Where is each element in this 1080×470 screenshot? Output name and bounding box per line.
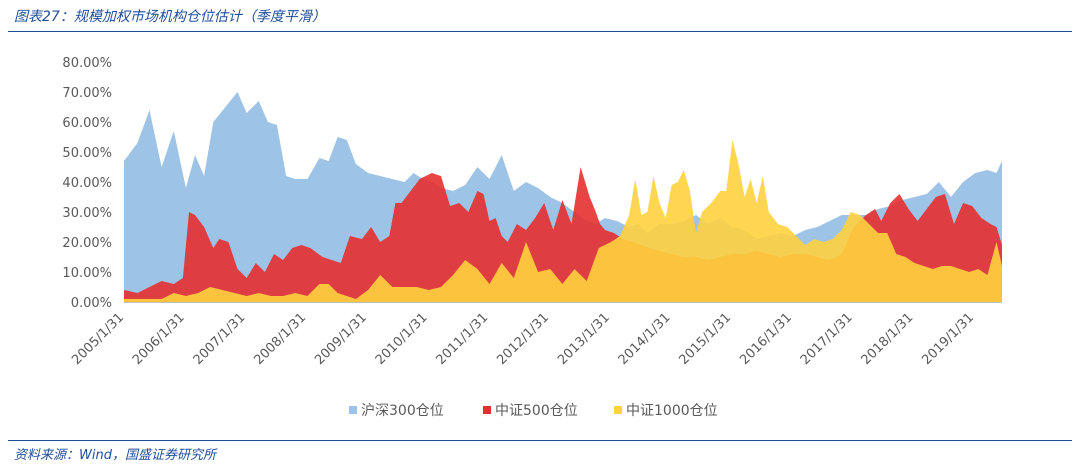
legend-label: 沪深300仓位 — [361, 403, 444, 419]
x-tick-label: 2011/1/31 — [434, 310, 492, 368]
x-tick-label: 2012/1/31 — [494, 310, 552, 368]
y-tick-label: 40.00% — [62, 176, 112, 191]
legend: 沪深300仓位 中证500仓位 中证1000仓位 — [349, 403, 718, 419]
page-title: 图表27：规模加权市场机构仓位估计（季度平滑） — [14, 9, 326, 25]
series-area-3 — [124, 140, 1002, 302]
y-tick-label: 0.00% — [71, 296, 112, 311]
legend-swatch — [349, 406, 357, 414]
x-tick-label: 2008/1/31 — [251, 310, 309, 368]
legend-label: 中证500仓位 — [495, 403, 578, 419]
legend-swatch — [483, 406, 491, 414]
x-tick-label: 2009/1/31 — [312, 310, 370, 368]
x-axis: 2005/1/31 2006/1/31 2007/1/31 2008/1/31 2009… — [69, 310, 977, 368]
footer-divider — [8, 440, 1072, 441]
x-tick-label: 2007/1/31 — [191, 310, 249, 368]
x-tick-label: 2014/1/31 — [616, 310, 674, 368]
x-tick-label: 2005/1/31 — [69, 310, 127, 368]
y-tick-label: 60.00% — [62, 116, 112, 131]
x-tick-label: 2016/1/31 — [737, 310, 795, 368]
chart-areas — [124, 92, 1002, 302]
x-tick-label: 2017/1/31 — [798, 310, 856, 368]
y-tick-label: 10.00% — [62, 266, 112, 281]
x-tick-label: 2015/1/31 — [676, 310, 734, 368]
y-tick-label: 80.00% — [62, 56, 112, 71]
header-divider — [8, 31, 1072, 32]
x-tick-label: 2018/1/31 — [859, 310, 917, 368]
x-tick-label: 2013/1/31 — [555, 310, 613, 368]
y-tick-label: 70.00% — [62, 86, 112, 101]
legend-swatch — [614, 406, 622, 414]
y-axis: 0.00% 10.00% 20.00% 30.00% 40.00% 50.00% 60.00… — [62, 56, 112, 311]
legend-label: 中证1000仓位 — [626, 403, 718, 419]
source-note: 资料来源：Wind，国盛证券研究所 — [14, 448, 216, 463]
y-tick-label: 30.00% — [62, 206, 112, 221]
x-tick-label: 2019/1/31 — [919, 310, 977, 368]
x-tick-label: 2006/1/31 — [130, 310, 188, 368]
x-tick-label: 2010/1/31 — [373, 310, 431, 368]
y-tick-label: 20.00% — [62, 236, 112, 251]
y-tick-label: 50.00% — [62, 146, 112, 161]
